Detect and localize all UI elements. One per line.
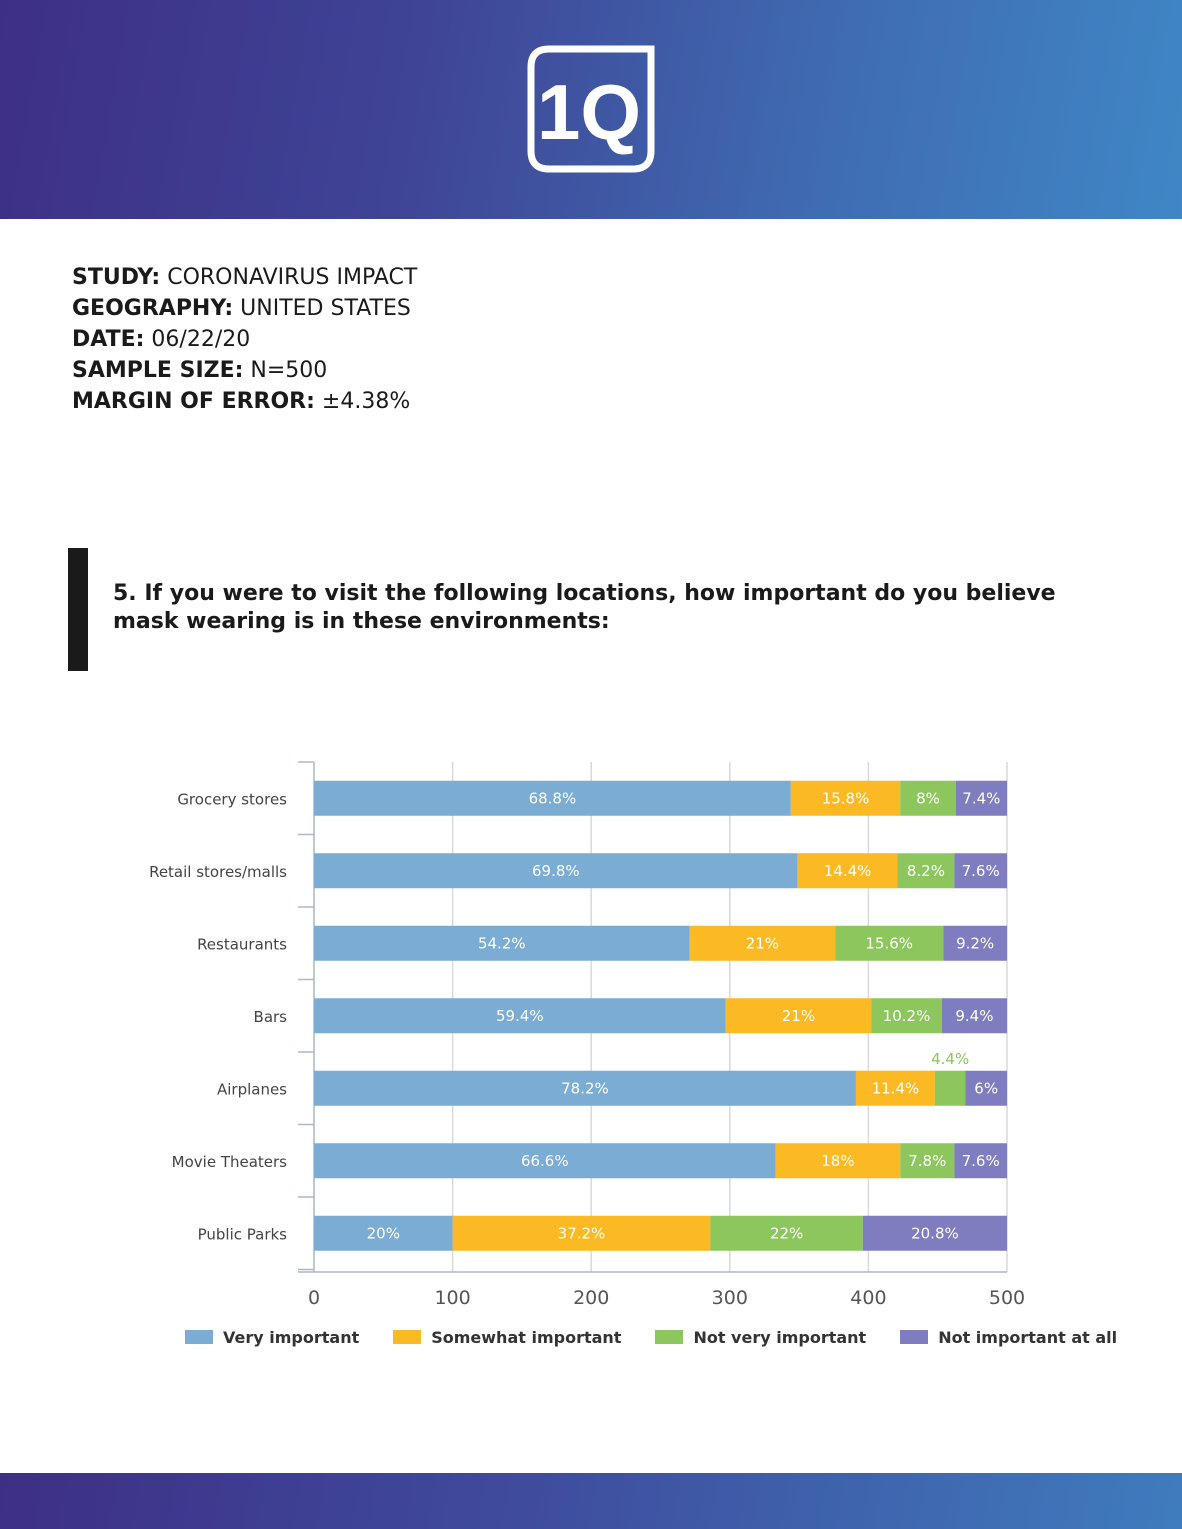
- data-label: 7.8%: [908, 1152, 946, 1170]
- legend-label: Very important: [223, 1327, 360, 1347]
- legend-swatch: [393, 1330, 422, 1344]
- bar-segment: [314, 1215, 453, 1251]
- x-tick-label: 300: [712, 1287, 748, 1309]
- bar-segment: [314, 853, 798, 889]
- bar-segment: [314, 780, 791, 816]
- legend-item: Not important at all: [900, 1325, 1117, 1349]
- legend-swatch: [655, 1330, 684, 1344]
- data-label: 37.2%: [558, 1224, 606, 1242]
- header-band: 1Q: [0, 0, 1182, 219]
- bar-segment: [452, 1215, 711, 1251]
- bar-segment: [941, 998, 1007, 1034]
- bar-segment: [725, 998, 872, 1034]
- legend-item: Somewhat important: [393, 1325, 621, 1349]
- legend-label: Not very important: [693, 1327, 867, 1347]
- category-label: Movie Theaters: [172, 1153, 288, 1171]
- 1q-logo: 1Q: [527, 45, 655, 173]
- data-label: 66.6%: [521, 1152, 569, 1170]
- data-label: 7.6%: [962, 1152, 1000, 1170]
- bar-segment: [900, 780, 956, 816]
- data-label: 20%: [367, 1224, 400, 1242]
- meta-margin-of-error: MARGIN OF ERROR: ±4.38%: [72, 389, 411, 414]
- data-label: 15.6%: [865, 934, 913, 952]
- category-label: Retail stores/malls: [149, 863, 287, 881]
- data-label: 22%: [770, 1224, 803, 1242]
- data-label: 21%: [746, 934, 779, 952]
- data-label: 8%: [916, 789, 940, 807]
- bar-segment: [314, 1070, 856, 1106]
- stacked-bar-chart: 0 100 200 300 400 500 Grocery stores 68.8% 15.8%…: [149, 761, 1025, 1309]
- data-label: 68.8%: [529, 789, 577, 807]
- question-text: 5. If you were to visit the following lo…: [113, 581, 1056, 634]
- bar-segment: [954, 853, 1007, 889]
- bar-segment: [871, 998, 942, 1034]
- legend-swatch: [900, 1330, 929, 1344]
- data-label: 11.4%: [872, 1079, 920, 1097]
- data-label: 7.6%: [962, 862, 1000, 880]
- bar-segment: [790, 780, 901, 816]
- data-label: 21%: [782, 1007, 815, 1025]
- category-label: Airplanes: [217, 1080, 287, 1098]
- footer-band: [0, 1473, 1182, 1529]
- bar-segment: [797, 853, 898, 889]
- meta-sample-size: SAMPLE SIZE: N=500: [72, 358, 328, 383]
- data-label: 10.2%: [883, 1007, 931, 1025]
- x-tick-label: 500: [989, 1287, 1025, 1309]
- data-label: 9.4%: [955, 1007, 993, 1025]
- meta-study: STUDY: CORONAVIRUS IMPACT: [72, 265, 418, 290]
- bar-segment: [862, 1215, 1007, 1251]
- data-label: 78.2%: [561, 1079, 609, 1097]
- legend-label: Not important at all: [938, 1327, 1118, 1347]
- legend-item: Very important: [185, 1325, 359, 1349]
- chart-legend: Very important Somewhat important Not very…: [185, 1325, 1151, 1349]
- x-tick-label: 200: [573, 1287, 609, 1309]
- bar-segment: [900, 1143, 955, 1179]
- bar-segment: [835, 925, 944, 961]
- meta-date: DATE: 06/22/20: [72, 327, 251, 352]
- question-accent-bar: [68, 548, 88, 671]
- data-label: 20.8%: [911, 1224, 959, 1242]
- data-label: 9.2%: [956, 934, 994, 952]
- data-label: 15.8%: [822, 789, 870, 807]
- logo-text: 1Q: [537, 68, 641, 156]
- category-label: Restaurants: [197, 935, 287, 953]
- bar-segment: [689, 925, 836, 961]
- legend-item: Not very important: [655, 1325, 866, 1349]
- bar-segment: [955, 780, 1007, 816]
- data-label: 4.4%: [931, 1050, 969, 1068]
- data-label: 6%: [974, 1079, 998, 1097]
- bar-segment: [965, 1070, 1007, 1106]
- data-label: 69.8%: [532, 862, 580, 880]
- legend-label: Somewhat important: [431, 1327, 622, 1347]
- data-label: 8.2%: [907, 862, 945, 880]
- meta-geography: GEOGRAPHY: UNITED STATES: [72, 296, 411, 321]
- bar-segment: [954, 1143, 1007, 1179]
- bar-segment: [897, 853, 955, 889]
- data-label: 59.4%: [496, 1007, 544, 1025]
- bar-segment: [314, 1143, 776, 1179]
- category-label: Bars: [254, 1008, 288, 1026]
- category-label: Grocery stores: [177, 790, 287, 808]
- category-label: Public Parks: [198, 1225, 288, 1243]
- data-label: 54.2%: [478, 934, 526, 952]
- bar-segment: [934, 1070, 966, 1106]
- bar-segment: [314, 925, 690, 961]
- bar-segment: [855, 1070, 935, 1106]
- data-label: 7.4%: [962, 789, 1000, 807]
- bar-segment: [710, 1215, 863, 1251]
- data-label: 18%: [821, 1152, 854, 1170]
- bar-segment: [314, 998, 726, 1034]
- bar-segment: [943, 925, 1007, 961]
- x-tick-label: 400: [850, 1287, 886, 1309]
- bar-segment: [775, 1143, 901, 1179]
- study-metadata: STUDY: CORONAVIRUS IMPACT GEOGRAPHY: UNI…: [72, 262, 417, 417]
- x-tick-label: 100: [434, 1287, 470, 1309]
- data-label: 14.4%: [824, 862, 872, 880]
- x-tick-label: 0: [308, 1287, 320, 1309]
- legend-swatch: [185, 1330, 213, 1344]
